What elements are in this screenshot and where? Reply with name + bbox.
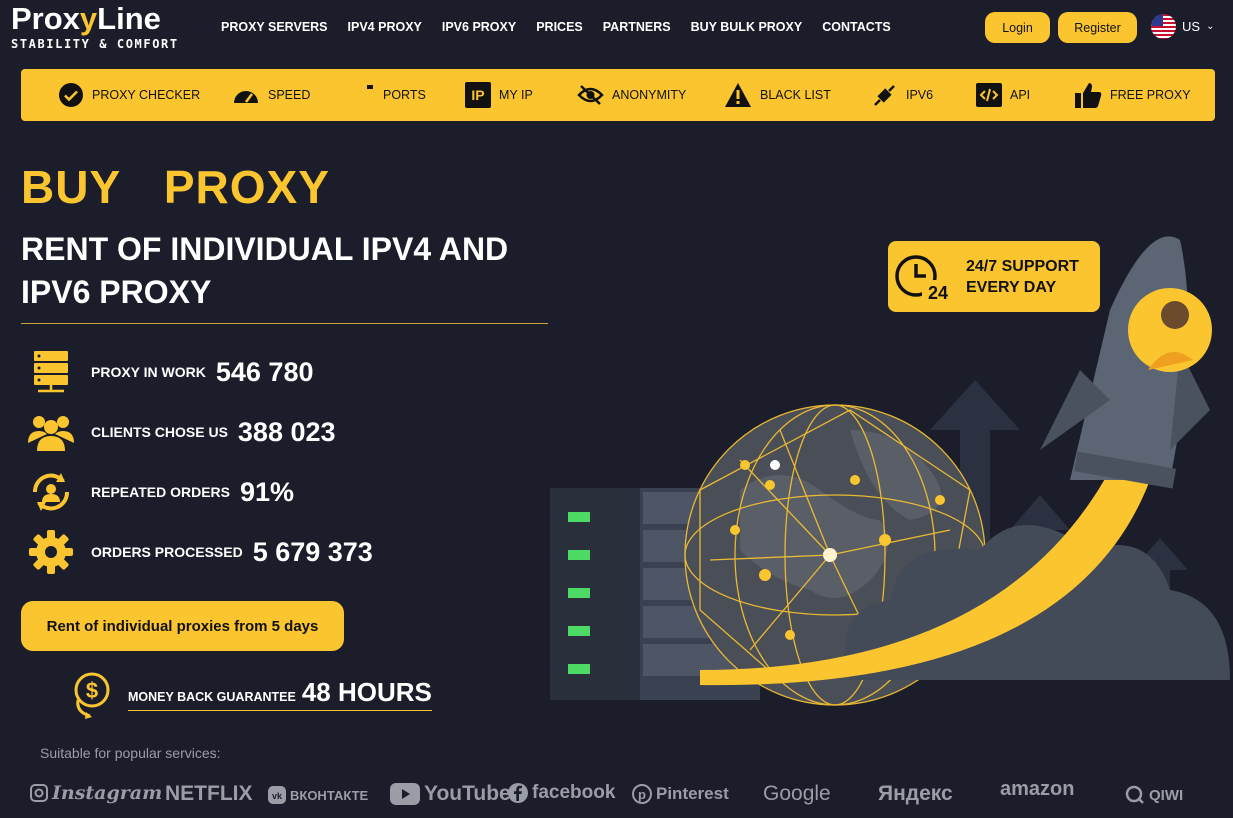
rocket-illustration <box>1040 236 1212 489</box>
stat-orders-processed: ORDERS PROCESSED 5 679 373 <box>27 528 373 576</box>
nav-buy-bulk-proxy[interactable]: BUY BULK PROXY <box>690 20 803 34</box>
guarantee-value: 48 HOURS <box>301 677 432 707</box>
facebook-icon <box>508 783 528 803</box>
nav-contacts[interactable]: CONTACTS <box>822 20 891 34</box>
chevron-down-icon: ⌄ <box>1206 21 1215 32</box>
tools-bar: PROXY CHECKER SPEED PORTS IP MY IP ANONY… <box>21 69 1215 121</box>
language-selector[interactable]: US ⌄ <box>1151 14 1214 39</box>
svg-text:vk: vk <box>272 791 283 801</box>
youtube-icon <box>390 783 420 805</box>
stat-clients-chose-us: CLIENTS CHOSE US 388 023 <box>27 408 336 456</box>
tool-api[interactable]: API <box>976 69 1030 121</box>
instagram-icon <box>30 784 48 802</box>
us-flag-icon <box>1151 14 1176 39</box>
repeat-users-icon <box>32 473 70 511</box>
stat-value: 388 023 <box>237 416 336 447</box>
stat-label: CLIENTS CHOSE US <box>91 424 228 440</box>
brand-facebook: facebook <box>508 782 615 804</box>
eye-off-icon <box>577 85 604 105</box>
brand-amazon: amazon <box>1000 778 1075 800</box>
tool-ipv6[interactable]: IPV6 <box>871 69 933 121</box>
services-logos: Instagram NETFLIX vk ВКОНТАКТЕ YouTube f… <box>0 778 1233 818</box>
stat-value: 5 679 373 <box>252 536 373 567</box>
check-circle-icon <box>59 83 83 107</box>
money-back-guarantee[interactable]: $ MONEY BACK GUARANTEE 48 HOURS <box>70 668 432 720</box>
brand-pinterest: p Pinterest <box>632 784 729 804</box>
stat-value: 91% <box>239 476 295 507</box>
stat-value: 546 780 <box>215 356 314 387</box>
tool-speed[interactable]: SPEED <box>232 69 310 121</box>
site-logo[interactable]: ProxyLine STABILITY & COMFORT <box>11 1 179 52</box>
port-icon <box>367 85 373 89</box>
register-button[interactable]: Register <box>1058 12 1137 43</box>
rent-proxies-button[interactable]: Rent of individual proxies from 5 days <box>21 601 344 651</box>
stat-label: PROXY IN WORK <box>91 364 206 380</box>
tool-ports[interactable]: PORTS <box>365 69 426 121</box>
main-nav: PROXY SERVERS IPV4 PROXY IPV6 PROXY PRIC… <box>221 20 911 34</box>
users-group-icon <box>28 416 74 451</box>
svg-text:p: p <box>638 787 646 802</box>
tool-my-ip[interactable]: IP MY IP <box>465 69 533 121</box>
qiwi-icon <box>1125 785 1144 804</box>
svg-text:$: $ <box>86 678 98 703</box>
brand-vkontakte: vk ВКОНТАКТЕ <box>268 786 368 804</box>
logo-tagline: STABILITY & COMFORT <box>11 37 179 51</box>
brand-youtube: YouTube <box>390 782 511 806</box>
stat-label: ORDERS PROCESSED <box>91 544 243 560</box>
tool-black-list[interactable]: BLACK LIST <box>724 69 831 121</box>
vk-icon: vk <box>268 786 286 804</box>
rocket-trail <box>700 470 1150 686</box>
support-line-1: 24/7 SUPPORT <box>966 257 1079 275</box>
server-icon <box>34 351 68 393</box>
brand-google: Google <box>763 782 831 805</box>
svg-text:24: 24 <box>928 283 948 302</box>
hero-illustration <box>550 236 1230 706</box>
tool-free-proxy[interactable]: FREE PROXY <box>1074 69 1191 121</box>
nav-prices[interactable]: PRICES <box>536 20 583 34</box>
site-header: ProxyLine STABILITY & COMFORT PROXY SERV… <box>0 0 1233 62</box>
language-label: US <box>1182 19 1201 34</box>
stat-proxy-in-work: PROXY IN WORK 546 780 <box>27 348 313 396</box>
clock-24-icon: 24 <box>895 254 952 302</box>
tool-proxy-checker[interactable]: PROXY CHECKER <box>58 69 200 121</box>
login-button[interactable]: Login <box>985 12 1050 43</box>
gear-icon <box>29 530 73 574</box>
plug-icon <box>874 84 895 106</box>
ip-icon: IP <box>465 82 491 108</box>
tool-anonymity[interactable]: ANONYMITY <box>577 69 686 121</box>
brand-qiwi: QIWI <box>1125 785 1183 805</box>
nav-ipv6-proxy[interactable]: IPV6 PROXY <box>441 20 517 34</box>
stat-label: REPEATED ORDERS <box>91 484 230 500</box>
warning-icon <box>725 83 751 107</box>
nav-ipv4-proxy[interactable]: IPV4 PROXY <box>347 20 422 34</box>
money-back-icon: $ <box>74 672 110 719</box>
pinterest-icon: p <box>632 784 652 804</box>
code-icon <box>976 83 1002 107</box>
stat-repeated-orders: REPEATED ORDERS 91% <box>27 468 294 516</box>
brand-instagram: Instagram <box>30 782 162 804</box>
suitable-services-label: Suitable for popular services: <box>40 745 221 761</box>
support-line-2: EVERY DAY <box>966 278 1057 296</box>
guarantee-label: MONEY BACK GUARANTEE <box>128 690 296 704</box>
brand-yandex: Яндекс <box>878 782 953 805</box>
support-badge: 24 24/7 SUPPORT EVERY DAY <box>888 241 1100 312</box>
nav-proxy-servers[interactable]: PROXY SERVERS <box>221 20 328 34</box>
thumbs-up-icon <box>1075 83 1102 108</box>
hero-subtitle: RENT OF INDIVIDUAL IPV4 AND IPV6 PROXY <box>21 231 509 310</box>
divider <box>21 323 548 324</box>
speedometer-icon <box>234 91 258 103</box>
nav-partners[interactable]: PARTNERS <box>602 20 671 34</box>
hero-title: BUY PROXY <box>21 161 330 213</box>
brand-netflix: NETFLIX <box>165 782 253 805</box>
